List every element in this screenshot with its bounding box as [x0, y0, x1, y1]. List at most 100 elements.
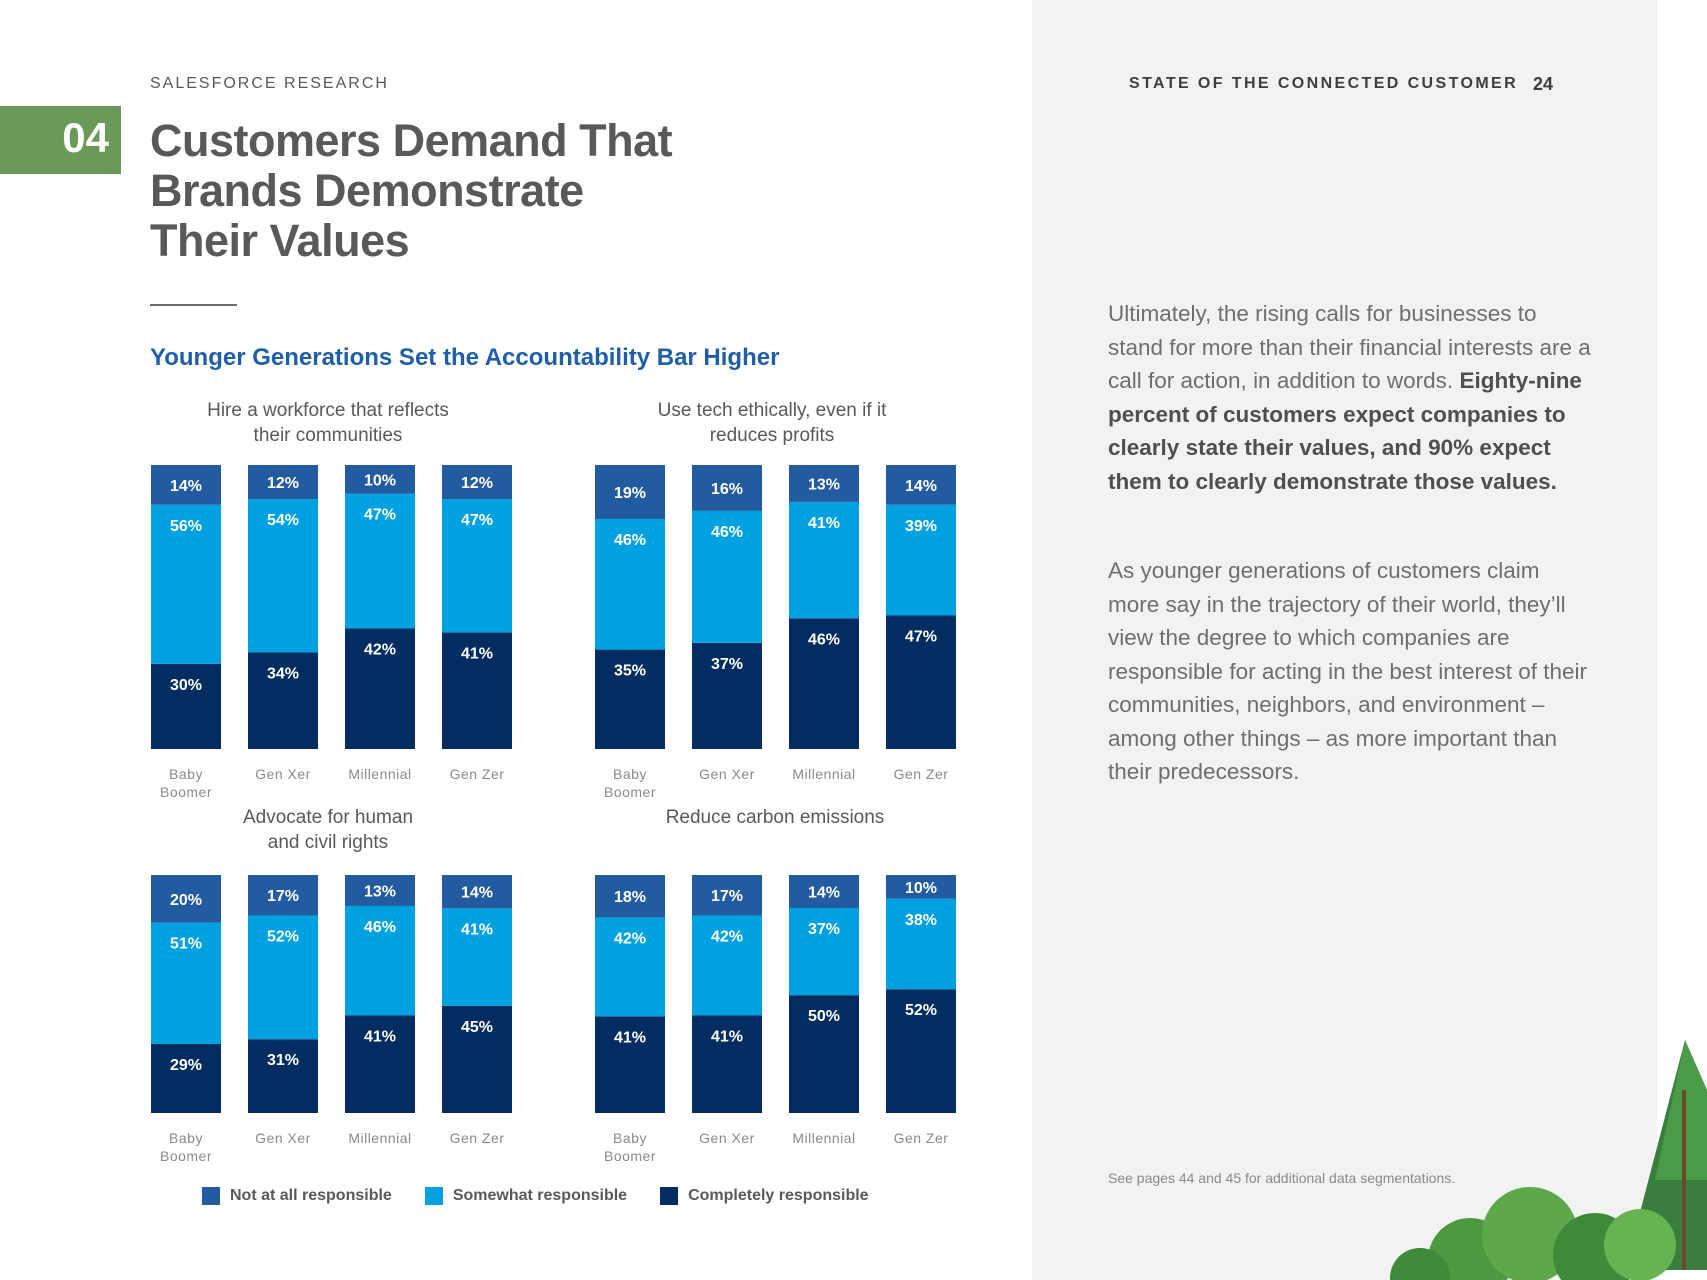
data-label: 50%	[808, 1008, 840, 1025]
category-label: Baby	[613, 1130, 647, 1146]
data-label: 16%	[711, 481, 743, 498]
legend-item-somewhat: Somewhat responsible	[424, 1187, 628, 1205]
chart-title: their communities	[254, 425, 403, 446]
footnote: See pages 44 and 45 for additional data …	[1108, 1170, 1456, 1186]
category-label: Gen Xer	[699, 1130, 755, 1146]
data-label: 19%	[614, 485, 646, 502]
data-label: 52%	[267, 928, 299, 945]
data-label: 45%	[461, 1019, 493, 1036]
page-title: Customers Demand That Brands Demonstrate…	[150, 116, 710, 266]
bar-segment	[595, 649, 665, 749]
data-label: 39%	[905, 518, 937, 535]
data-label: 42%	[711, 928, 743, 945]
bar-segment	[248, 465, 318, 500]
chart-title: and civil rights	[268, 832, 388, 853]
data-label: 47%	[905, 629, 937, 646]
legend-item-not-at-all: Not at all responsible	[202, 1187, 392, 1205]
legend-label-somewhat: Somewhat responsible	[452, 1187, 628, 1204]
bar-segment	[151, 922, 221, 1044]
data-label: 13%	[364, 883, 396, 900]
bar-segment	[595, 1016, 665, 1113]
bar-segment	[692, 465, 762, 511]
data-label: 37%	[711, 656, 743, 673]
legend-label-completely: Completely responsible	[688, 1187, 869, 1204]
bar-segment	[692, 915, 762, 1016]
bar-segment	[345, 905, 415, 1016]
data-label: 12%	[461, 475, 493, 492]
data-label: 14%	[808, 884, 840, 901]
bar-segment	[442, 632, 512, 749]
data-label: 47%	[364, 507, 396, 524]
body-paragraph-1-bold: Eighty-nine percent of customers expect …	[1108, 368, 1582, 494]
bar-segment	[248, 1039, 318, 1113]
category-label: Millennial	[792, 766, 855, 782]
data-label: 17%	[267, 888, 299, 905]
bar-segment	[151, 875, 221, 923]
chapter-number: 04	[62, 114, 109, 161]
category-label: Gen Zer	[894, 766, 949, 782]
data-label: 54%	[267, 512, 299, 529]
report-title: STATE OF THE CONNECTED CUSTOMER	[1129, 75, 1519, 92]
category-label: Millennial	[348, 1130, 411, 1146]
data-label: 41%	[461, 646, 493, 663]
bar-segment	[248, 652, 318, 749]
bar-segment	[692, 875, 762, 916]
data-label: 47%	[461, 512, 493, 529]
bar-segment	[442, 1005, 512, 1113]
bar-segment	[345, 1015, 415, 1113]
bar-segment	[595, 917, 665, 1017]
category-label: Millennial	[348, 766, 411, 782]
legend-swatch-not-at-all	[202, 1187, 220, 1205]
data-label: 41%	[364, 1028, 396, 1045]
bar-segment	[789, 465, 859, 502]
chart-title: Use tech ethically, even if it	[658, 400, 888, 421]
title-divider	[150, 304, 237, 306]
bar-segment	[442, 465, 512, 500]
bar-segment	[595, 465, 665, 519]
data-label: 17%	[711, 888, 743, 905]
data-label: 30%	[170, 677, 202, 694]
bar-segment	[789, 501, 859, 619]
legend-swatch-completely	[660, 1187, 679, 1205]
legend-label-not-at-all: Not at all responsible	[230, 1187, 392, 1204]
data-label: 14%	[170, 478, 202, 495]
page-number: 24	[1533, 74, 1554, 94]
bar-segment	[595, 875, 665, 918]
bar-segment	[595, 518, 665, 650]
data-label: 14%	[461, 885, 493, 902]
data-label: 41%	[711, 1028, 743, 1045]
data-label: 52%	[905, 1002, 937, 1019]
bar-segment	[442, 499, 512, 633]
data-label: 46%	[364, 919, 396, 936]
data-label: 10%	[905, 880, 937, 897]
category-label: Boomer	[604, 1148, 656, 1164]
bar-segment	[886, 989, 956, 1113]
bar-segment	[886, 615, 956, 749]
right-panel	[1032, 0, 1657, 1280]
category-label: Boomer	[160, 1148, 212, 1164]
bar-segment	[248, 875, 318, 916]
data-label: 29%	[170, 1057, 202, 1074]
data-label: 13%	[808, 476, 840, 493]
bar-segment	[151, 465, 221, 505]
data-label: 46%	[711, 524, 743, 541]
data-label: 37%	[808, 921, 840, 938]
legend-item-completely: Completely responsible	[660, 1187, 869, 1205]
category-label: Gen Zer	[894, 1130, 949, 1146]
category-label: Gen Zer	[450, 766, 505, 782]
bar-segment	[789, 907, 859, 996]
chart-title: Reduce carbon emissions	[666, 807, 885, 828]
eyebrow-label: SALESFORCE RESEARCH	[150, 75, 389, 92]
bar-segment	[151, 1043, 221, 1113]
bar-segment	[151, 504, 221, 664]
body-paragraph-1-lead: Ultimately, the rising calls for busines…	[1108, 301, 1591, 393]
bar-segment	[886, 875, 956, 899]
data-label: 41%	[808, 515, 840, 532]
legend-swatch-somewhat	[424, 1187, 443, 1205]
tree-illustration	[1390, 1040, 1707, 1280]
bar-segment	[692, 1015, 762, 1113]
chart-title: reduces profits	[710, 425, 835, 446]
data-label: 42%	[614, 930, 646, 947]
data-label: 34%	[267, 665, 299, 682]
data-label: 51%	[170, 936, 202, 953]
